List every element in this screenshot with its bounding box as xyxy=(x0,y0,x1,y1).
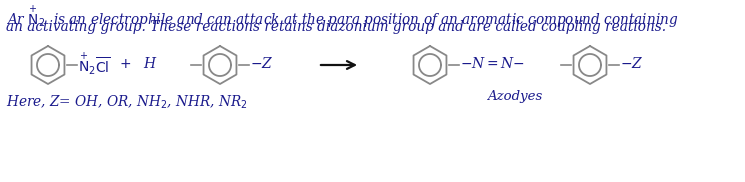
Text: Azodyes: Azodyes xyxy=(487,90,542,103)
Text: an activating group. These reactions retains diazonium group and are called coup: an activating group. These reactions ret… xyxy=(6,20,666,34)
Text: $-$Z: $-$Z xyxy=(620,56,644,72)
Text: Ar $\overset{+}{\mathrm{N}}_2$  is an electrophile and can attack at the para po: Ar $\overset{+}{\mathrm{N}}_2$ is an ele… xyxy=(6,4,679,31)
Text: $\overset{+}{\mathrm{N}}_2\overline{\mathrm{Cl}}$: $\overset{+}{\mathrm{N}}_2\overline{\mat… xyxy=(78,51,111,77)
Text: $-$N$=$N$-$: $-$N$=$N$-$ xyxy=(460,56,525,72)
Text: $+$   H: $+$ H xyxy=(119,56,158,72)
Text: Here, Z= OH, OR, NH$_2$, NHR, NR$_2$: Here, Z= OH, OR, NH$_2$, NHR, NR$_2$ xyxy=(6,94,247,111)
Text: $-$Z: $-$Z xyxy=(250,56,273,72)
